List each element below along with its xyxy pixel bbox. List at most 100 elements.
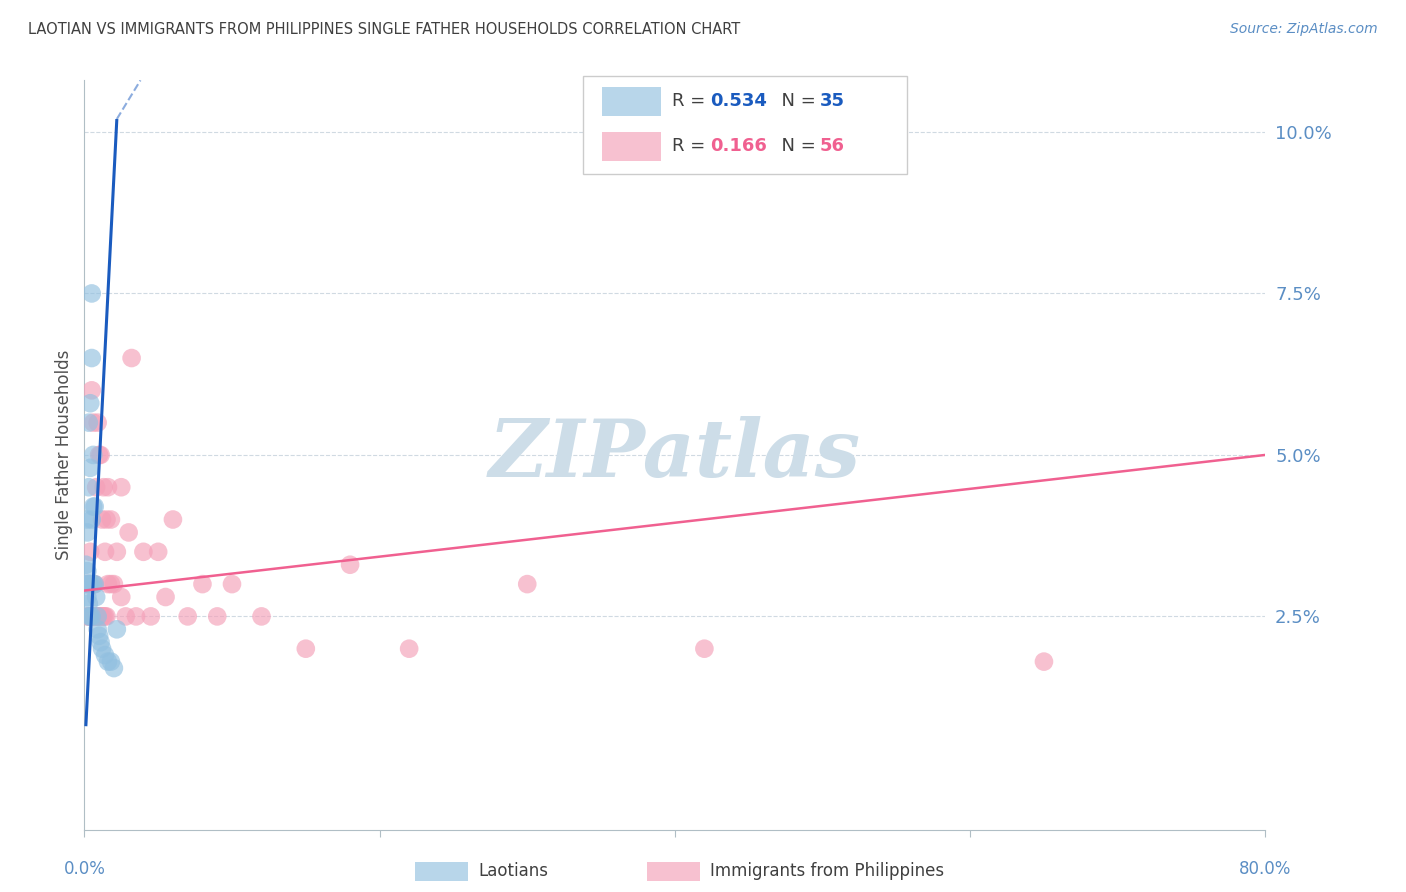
Text: ZIPatlas: ZIPatlas <box>489 417 860 493</box>
Point <box>82 500 104 514</box>
Point <box>91 641 114 656</box>
Point <box>207 609 229 624</box>
Point <box>76 525 98 540</box>
Text: 56: 56 <box>820 136 845 155</box>
Point <box>83 500 105 514</box>
Text: R =: R = <box>672 136 711 155</box>
Point <box>148 545 170 559</box>
Point <box>79 609 101 624</box>
Text: Immigrants from Philippines: Immigrants from Philippines <box>710 863 945 880</box>
Point <box>339 558 361 572</box>
Point <box>86 623 108 637</box>
Point <box>83 577 105 591</box>
Point <box>86 609 108 624</box>
Text: Laotians: Laotians <box>478 863 548 880</box>
Point <box>84 480 107 494</box>
Point <box>97 577 120 591</box>
Text: 0.0%: 0.0% <box>63 860 105 878</box>
Point <box>80 286 103 301</box>
Point <box>100 577 122 591</box>
Point <box>125 609 148 624</box>
Point <box>105 623 128 637</box>
Text: 35: 35 <box>820 92 845 111</box>
Point <box>80 609 103 624</box>
Point <box>79 545 101 559</box>
Point <box>93 609 115 624</box>
Point <box>75 577 97 591</box>
Text: N =: N = <box>770 136 823 155</box>
Point <box>77 480 100 494</box>
Point <box>105 545 128 559</box>
Point <box>132 545 155 559</box>
Point <box>103 577 125 591</box>
Point <box>76 577 98 591</box>
Point <box>87 609 111 624</box>
Text: N =: N = <box>770 92 823 111</box>
Point <box>693 641 716 656</box>
Point <box>295 641 318 656</box>
Point <box>87 629 111 643</box>
Point <box>516 577 538 591</box>
Point <box>76 564 98 578</box>
Point <box>96 512 118 526</box>
Point <box>80 609 103 624</box>
Point <box>77 609 100 624</box>
Text: R =: R = <box>672 92 711 111</box>
Point <box>94 609 117 624</box>
Point <box>82 609 104 624</box>
Text: LAOTIAN VS IMMIGRANTS FROM PHILIPPINES SINGLE FATHER HOUSEHOLDS CORRELATION CHAR: LAOTIAN VS IMMIGRANTS FROM PHILIPPINES S… <box>28 22 741 37</box>
Point <box>90 635 112 649</box>
Point <box>76 512 98 526</box>
Point <box>177 609 200 624</box>
Point <box>82 577 104 591</box>
Point <box>86 609 108 624</box>
Point <box>1033 655 1056 669</box>
Point <box>162 512 184 526</box>
Point <box>93 480 115 494</box>
Point <box>79 609 101 624</box>
Point <box>155 590 177 604</box>
Point <box>97 480 120 494</box>
Point <box>221 577 243 591</box>
Point <box>77 577 100 591</box>
Point <box>86 416 108 430</box>
Point <box>79 396 101 410</box>
Point <box>103 661 125 675</box>
Point <box>77 609 100 624</box>
Point <box>77 577 100 591</box>
Point <box>82 448 104 462</box>
Text: 0.166: 0.166 <box>710 136 766 155</box>
Point <box>191 577 214 591</box>
Point <box>76 609 98 624</box>
Point <box>91 609 114 624</box>
Point <box>96 609 118 624</box>
Point <box>139 609 162 624</box>
Point <box>77 416 100 430</box>
Point <box>94 648 117 662</box>
Point <box>80 351 103 365</box>
Text: 0.534: 0.534 <box>710 92 766 111</box>
Point <box>94 545 117 559</box>
Point <box>121 351 143 365</box>
Point <box>83 577 105 591</box>
Point <box>91 512 114 526</box>
Point <box>398 641 420 656</box>
Point <box>80 384 103 398</box>
Point <box>79 460 101 475</box>
Point <box>82 416 104 430</box>
Point <box>118 525 141 540</box>
Point <box>110 480 132 494</box>
Text: 80.0%: 80.0% <box>1239 860 1292 878</box>
Point <box>75 558 97 572</box>
Point <box>77 597 100 611</box>
Point <box>100 655 122 669</box>
Point <box>97 655 120 669</box>
Point <box>250 609 273 624</box>
Point <box>110 590 132 604</box>
Point <box>90 609 112 624</box>
Point <box>76 590 98 604</box>
Point <box>90 448 112 462</box>
Point <box>83 609 105 624</box>
Point <box>84 590 107 604</box>
Point <box>100 512 122 526</box>
